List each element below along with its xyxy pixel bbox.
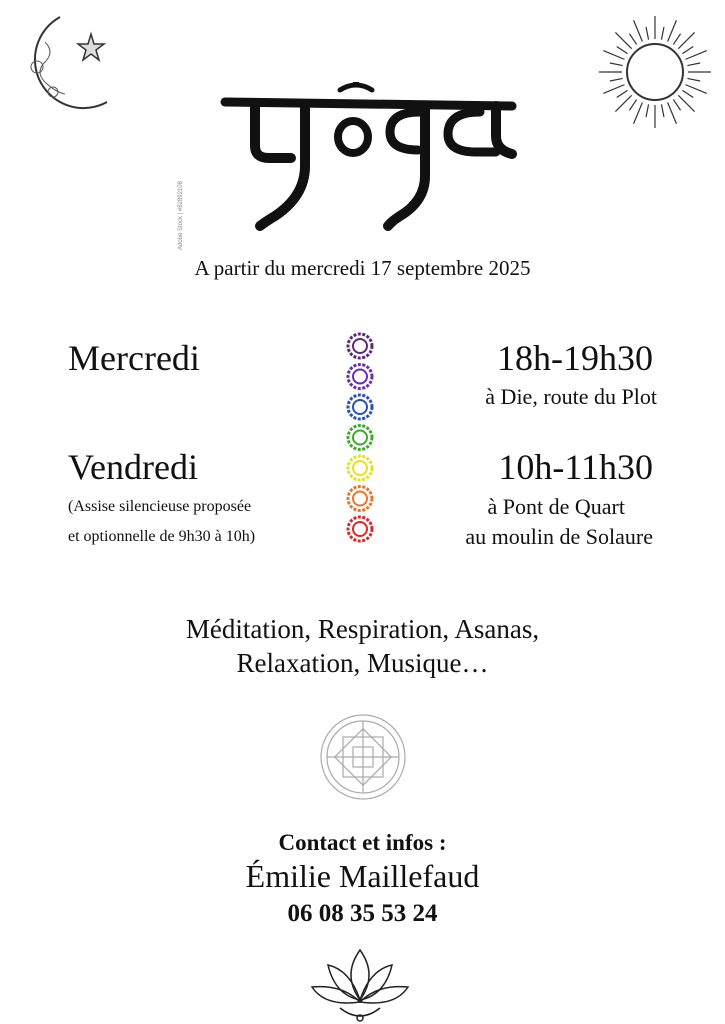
activities-line-2: Relaxation, Musique…: [236, 648, 489, 678]
place-wednesday: à Die, route du Plot: [485, 384, 657, 409]
friday-note-line-1: (Assise silencieuse proposée: [68, 498, 252, 515]
moon-star-icon: [30, 16, 108, 110]
time-friday: 10h-11h30: [498, 447, 653, 487]
day-friday: Vendredi: [68, 447, 198, 487]
yoga-logo: [220, 82, 517, 231]
chakra-sacral-icon: [346, 485, 374, 512]
contact-phone[interactable]: 06 08 35 53 24: [287, 900, 438, 927]
activities-line-1: Méditation, Respiration, Asanas,: [185, 614, 540, 644]
chakra-heart-icon: [346, 424, 374, 451]
mandala-icon: [320, 714, 406, 800]
lotus-icon: [310, 948, 410, 1022]
place-friday-line-2: au moulin de Solaure: [465, 524, 653, 549]
contact-name: Émilie Maillefaud: [245, 858, 480, 894]
logo-watermark: Adobe Stock | #82892108: [178, 181, 184, 250]
chakra-root-icon: [346, 515, 374, 543]
chakra-crown-icon: [346, 332, 374, 360]
chakra-third-eye-icon: [346, 363, 374, 390]
place-friday-line-1: à Pont de Quart: [487, 494, 625, 519]
start-date: A partir du mercredi 17 septembre 2025: [194, 256, 531, 280]
sun-icon: [599, 16, 711, 128]
chakra-solar-plexus-icon: [346, 454, 374, 482]
activities: Méditation, Respiration, Asanas, Relaxat…: [0, 612, 725, 680]
time-wednesday: 18h-19h30: [497, 338, 653, 378]
chakra-throat-icon: [346, 393, 374, 421]
chakra-column: [346, 332, 374, 543]
day-wednesday: Mercredi: [68, 338, 200, 378]
contact-label: Contact et infos :: [278, 830, 447, 855]
friday-note-line-2: et optionnelle de 9h30 à 10h): [68, 528, 256, 545]
